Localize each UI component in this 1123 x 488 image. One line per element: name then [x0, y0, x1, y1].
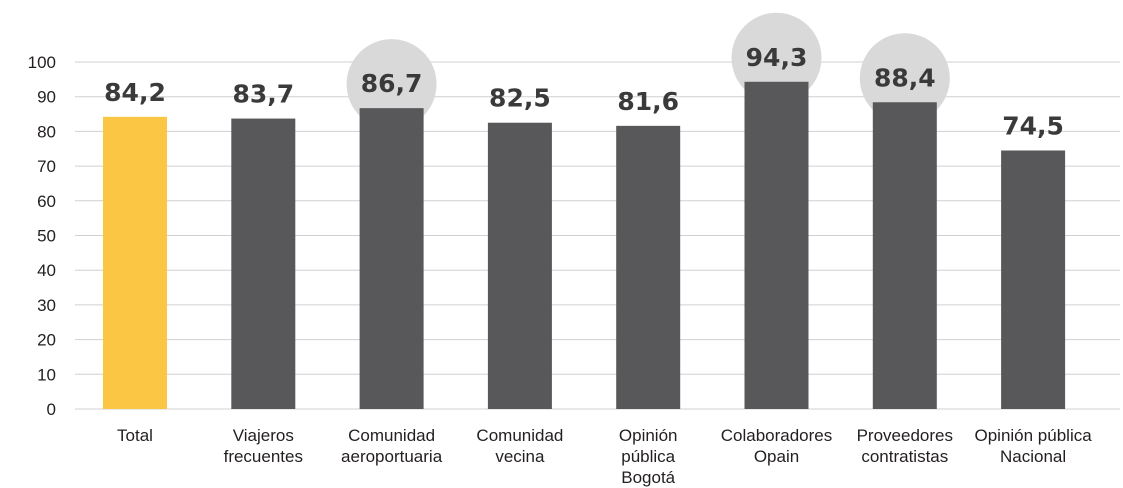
- highlight-circle: [731, 12, 822, 103]
- category-label: Viajeros: [233, 426, 294, 445]
- category-label: frecuentes: [224, 447, 303, 466]
- bars: [103, 81, 1066, 410]
- category-label: aeroportuaria: [341, 447, 443, 466]
- highlight-circles: [346, 12, 950, 130]
- category-label: Bogotá: [621, 468, 675, 487]
- category-label: Total: [117, 426, 153, 445]
- highlight-circle: [859, 33, 950, 124]
- y-axis-ticks: 0 10 20 30 40 50 60 70 80 90 100: [28, 53, 56, 419]
- bar: [616, 125, 681, 410]
- value-label: 94,3: [746, 43, 808, 72]
- category-label: Opinión pública: [974, 426, 1092, 445]
- y-tick-label: 50: [37, 227, 56, 246]
- bar: [103, 116, 167, 410]
- x-axis-categories: Total Viajeros frecuentes Comunidad aeroport…: [117, 426, 1092, 487]
- value-label: 84,2: [104, 78, 166, 107]
- y-tick-label: 0: [47, 400, 56, 419]
- value-label: 82,5: [489, 84, 551, 113]
- y-tick-label: 30: [37, 296, 56, 315]
- y-tick-label: 20: [37, 331, 56, 350]
- value-label: 88,4: [874, 63, 936, 92]
- value-label: 83,7: [232, 80, 294, 109]
- category-label: Opinión: [619, 426, 678, 445]
- category-label: Comunidad: [348, 426, 435, 445]
- category-label: Colaboradores: [721, 426, 833, 445]
- category-label: Opain: [754, 447, 799, 466]
- value-labels: 84,2 83,7 86,7 82,5 81,6 94,3 88,4 74,5: [104, 43, 1064, 141]
- category-label: vecina: [495, 447, 545, 466]
- category-label: Proveedores: [857, 426, 953, 445]
- category-label: Nacional: [1000, 447, 1066, 466]
- y-tick-label: 70: [37, 157, 56, 176]
- value-label: 81,6: [617, 87, 679, 116]
- value-label: 86,7: [361, 69, 423, 98]
- category-label: Comunidad: [476, 426, 563, 445]
- y-tick-label: 100: [28, 53, 56, 72]
- y-tick-label: 60: [37, 192, 56, 211]
- highlight-circle: [346, 39, 437, 130]
- y-tick-label: 10: [37, 365, 56, 384]
- y-tick-label: 40: [37, 261, 56, 280]
- bar: [487, 122, 552, 409]
- value-label: 74,5: [1002, 111, 1064, 140]
- y-tick-label: 90: [37, 88, 56, 107]
- bar: [231, 118, 296, 409]
- bar: [744, 81, 809, 410]
- bar: [872, 102, 937, 409]
- bar: [1001, 150, 1066, 410]
- bar: [359, 108, 424, 409]
- category-label: contratistas: [861, 447, 948, 466]
- category-label: pública: [621, 447, 675, 466]
- y-tick-label: 80: [37, 122, 56, 141]
